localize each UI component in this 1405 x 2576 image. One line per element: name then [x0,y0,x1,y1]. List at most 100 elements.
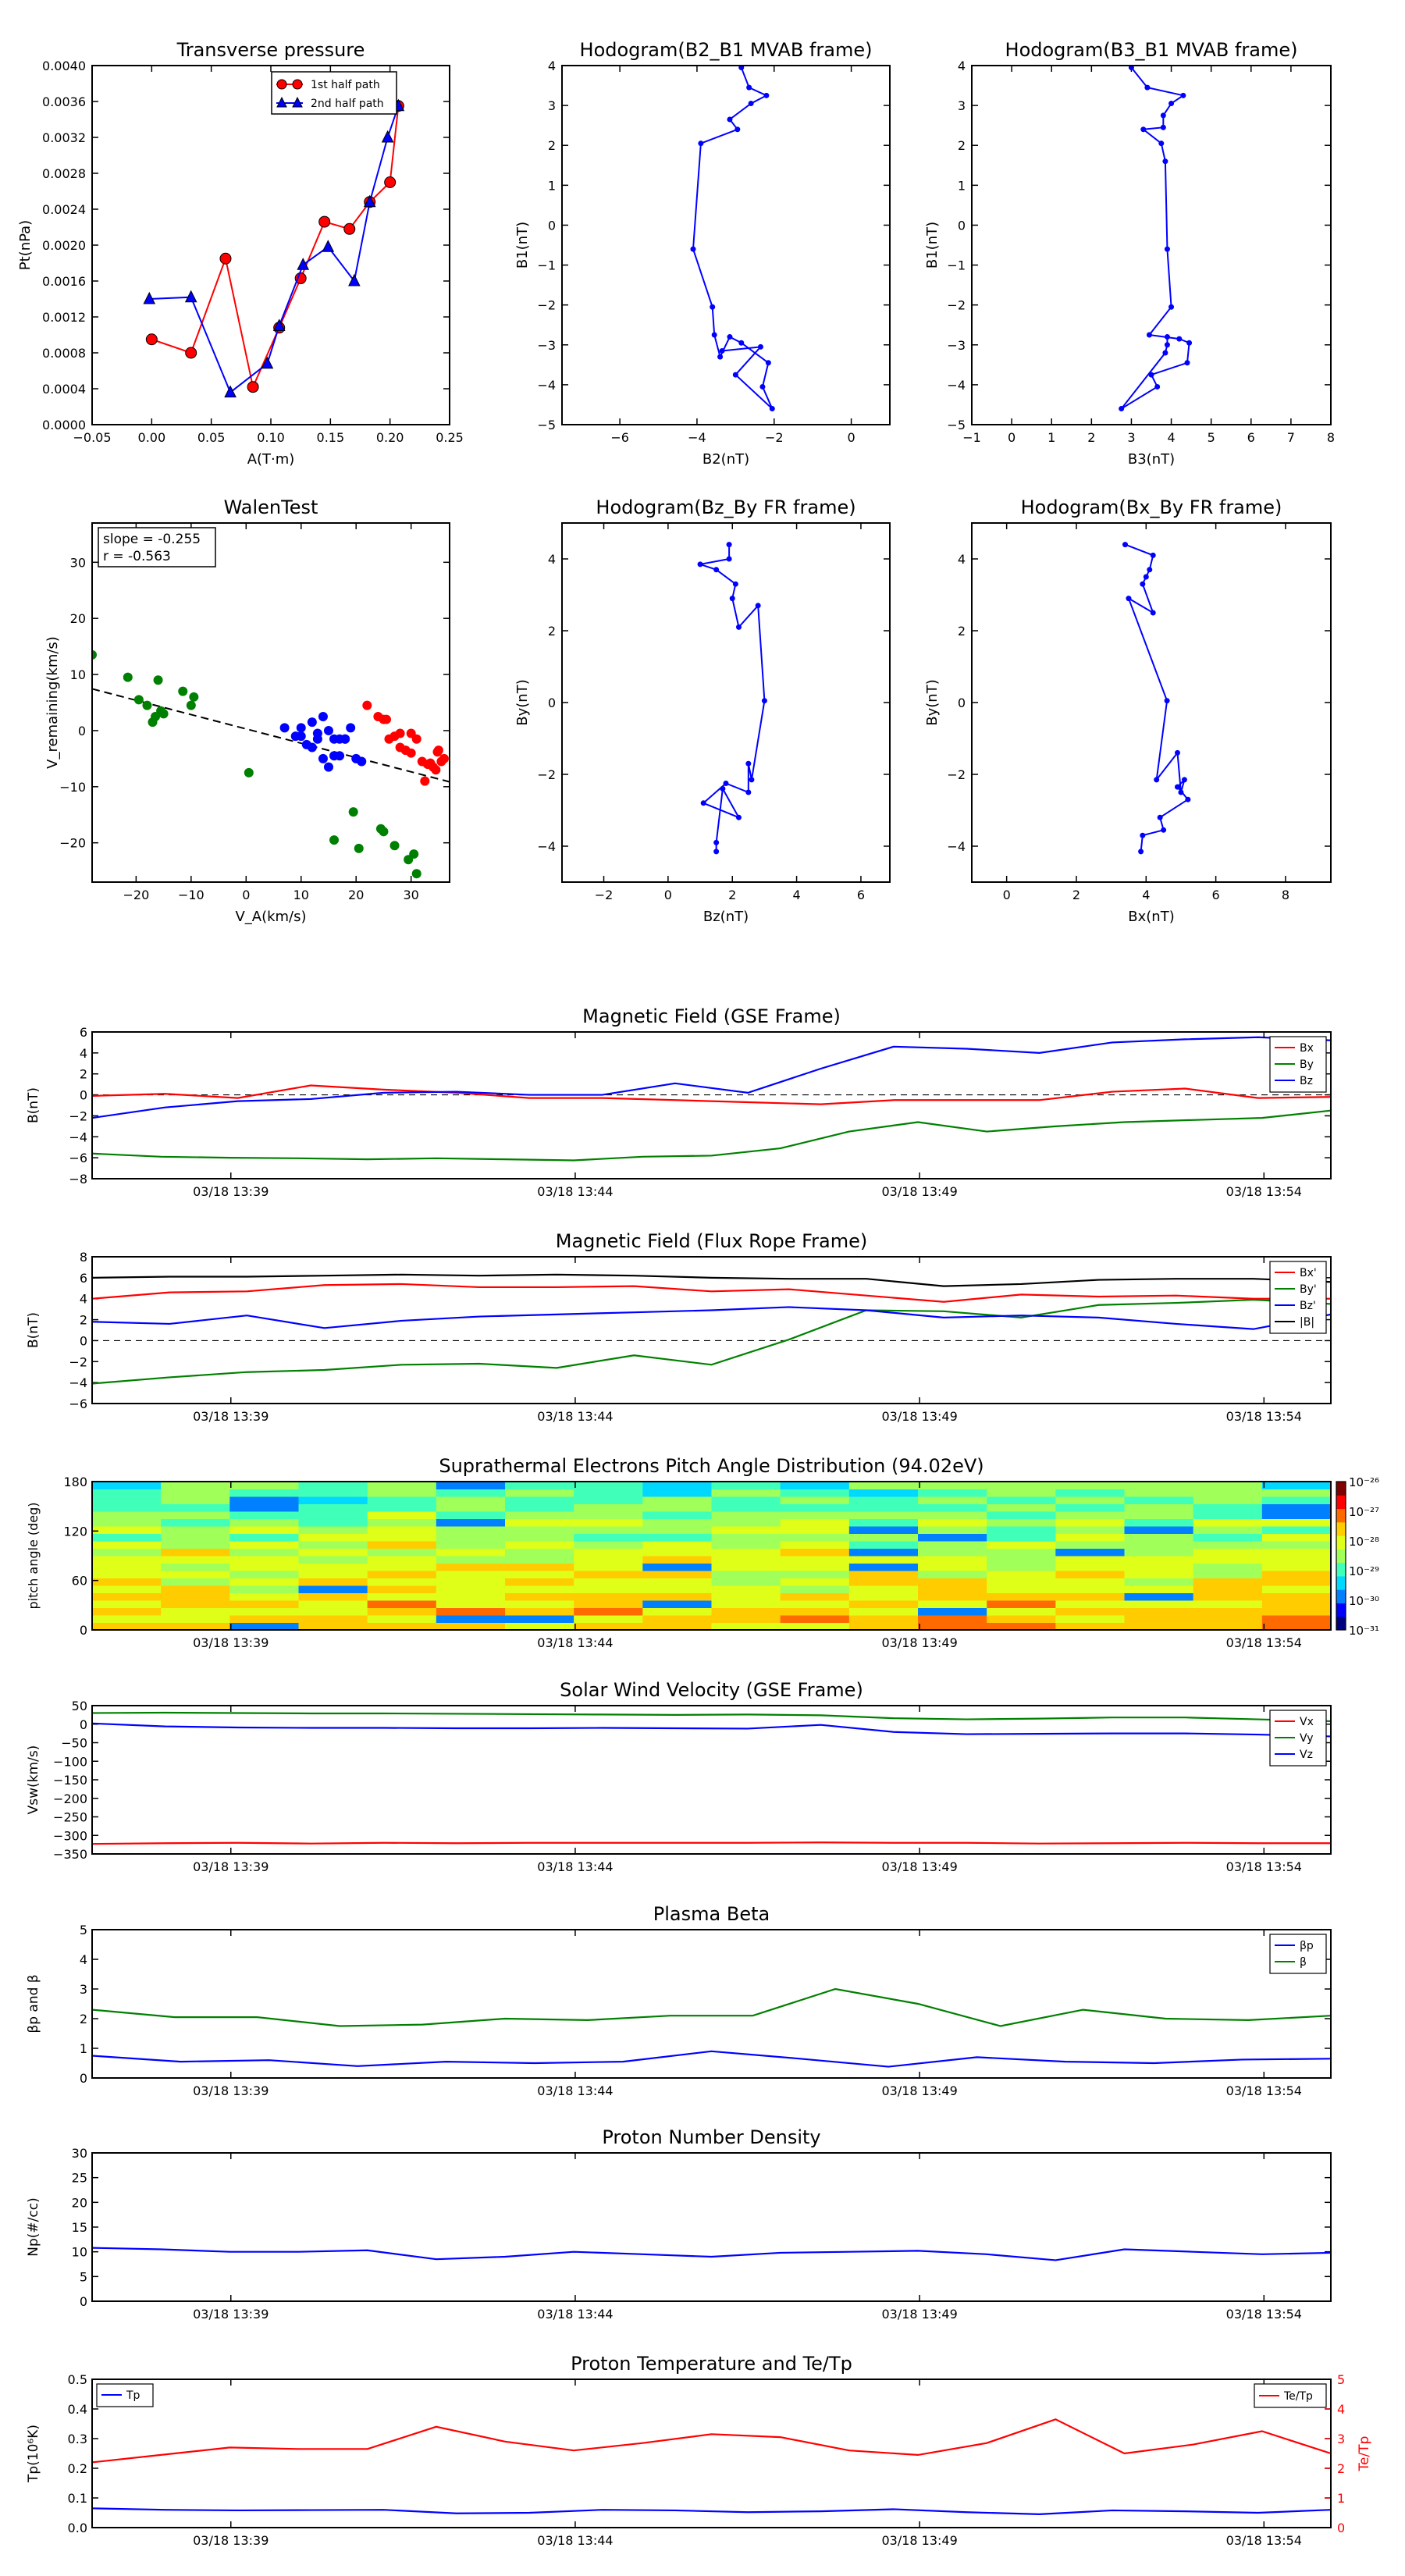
heatmap-cell [987,1526,1056,1534]
legend-label: β [1300,1956,1307,1969]
heatmap-cell [92,1563,162,1571]
data-point [357,756,367,767]
heatmap-cell [1193,1571,1263,1578]
heatmap-cell [848,1526,919,1534]
y-tick-label: 20 [70,611,86,626]
heatmap-cell [918,1526,987,1534]
annotation-box: slope = -0.255 r = -0.563 [98,527,216,568]
heatmap-cell [367,1541,437,1549]
y-tick-label: −2 [947,298,966,313]
heatmap-cell [1055,1615,1125,1623]
y-tick-label: −4 [537,378,556,393]
time-tick-label: 03/18 13:54 [1226,2083,1302,2098]
heatmap-cell [642,1592,712,1601]
colorbar-segment [1336,1535,1346,1550]
data-point [411,869,422,879]
legend-box [1269,1261,1327,1334]
series-line-Vy [91,1711,1332,1723]
heatmap-cell [161,1489,230,1497]
data-point [297,258,310,270]
data-point [329,835,340,845]
heatmap-cell [918,1511,987,1519]
x-tick-label: −2 [595,888,614,902]
x-tick-label: 3 [1127,430,1135,445]
x-tick-label: 4 [1142,888,1150,902]
data-point [1164,342,1170,348]
heatmap-cell [780,1541,850,1549]
x-tick-label: 1 [1048,430,1055,445]
y-tick-label: 0.0040 [42,59,86,73]
data-point [185,347,197,359]
heatmap-cell [574,1482,643,1489]
heatmap-cell [505,1511,574,1519]
x-tick-label: 6 [1247,430,1255,445]
data-point [738,340,745,346]
y-tick-label: 2 [548,138,556,153]
heatmap-cell [1055,1482,1125,1489]
y-axis-label: B(nT) [26,1087,41,1123]
time-tick-label: 03/18 13:44 [537,2533,613,2548]
heatmap-cell [780,1489,850,1497]
heatmap-cell [987,1518,1056,1527]
heatmap-cell [1124,1556,1194,1564]
colorbar-tick-label: 10⁻³⁰ [1349,1594,1379,1608]
y-tick-label: −150 [53,1773,87,1788]
time-tick-label: 03/18 13:49 [881,1184,957,1199]
x-tick-label: 10 [293,888,309,902]
time-tick-label: 03/18 13:54 [1226,1409,1302,1424]
colorbar-segment [1336,1521,1346,1536]
y-axis-label: Pt(nPa) [17,220,34,270]
heatmap-cell [848,1592,919,1601]
heatmap-cell [367,1563,437,1571]
y-tick-label: 1 [80,2041,87,2056]
x-tick-label: 0.05 [197,430,226,445]
panel-title: Hodogram(Bx_By FR frame) [1021,496,1282,518]
heatmap-cell [505,1585,574,1593]
panel-title: Proton Number Density [602,2126,820,2148]
heatmap-cell [298,1600,368,1608]
heatmap-cell [1124,1526,1194,1534]
data-point [143,291,156,304]
heatmap-cell [987,1592,1056,1601]
heatmap-cell [848,1503,919,1512]
heatmap-cell [987,1607,1056,1616]
heatmap-cell [987,1496,1056,1504]
heatmap-cell [918,1489,987,1497]
heatmap-cell [436,1600,506,1608]
y-tick-label: 0.0004 [42,382,86,397]
x-tick-label: 8 [1282,888,1289,902]
data-point [261,356,274,369]
colorbar-tick-label: 10⁻²⁸ [1349,1535,1379,1549]
heatmap-cell [848,1511,919,1519]
y-tick-label: 0.0 [68,2521,87,2535]
data-point [1138,849,1144,855]
data-point [296,731,306,742]
heatmap-cell [436,1607,506,1616]
heatmap-cell [1055,1496,1125,1504]
data-point [732,581,738,587]
data-point [406,748,416,758]
heatmap-cell [229,1563,299,1571]
heatmap-cell [1193,1592,1263,1601]
data-point [219,252,232,265]
y-tick-label: 0.0000 [42,418,86,432]
x-tick-label: 0.15 [317,430,345,445]
heatmap-cell [918,1607,987,1616]
plot-frame [561,65,891,425]
series-line-Tp [91,2507,1332,2516]
y-tick-label: 0.0024 [42,202,86,217]
panel-plasma-beta: Plasma Beta 0 1 2 3 4 5 βp and β 03/18 13:39 03/1… [26,1903,1332,2098]
heatmap-cell [298,1578,368,1586]
heatmap-cell [987,1533,1056,1542]
heatmap-cell [1193,1511,1263,1519]
heatmap-cell [1193,1503,1263,1512]
heatmap-cell [92,1482,162,1489]
heatmap-cell [1124,1511,1194,1519]
heatmap-cell [367,1615,437,1623]
colorbar-tick-label: 10⁻²⁶ [1349,1475,1379,1489]
y-tick-label: 0 [80,1623,87,1638]
x-tick-label: 0.10 [257,430,285,445]
plot-frame [91,65,450,425]
heatmap-cell [574,1600,643,1608]
x-tick-label: 0.00 [138,430,166,445]
